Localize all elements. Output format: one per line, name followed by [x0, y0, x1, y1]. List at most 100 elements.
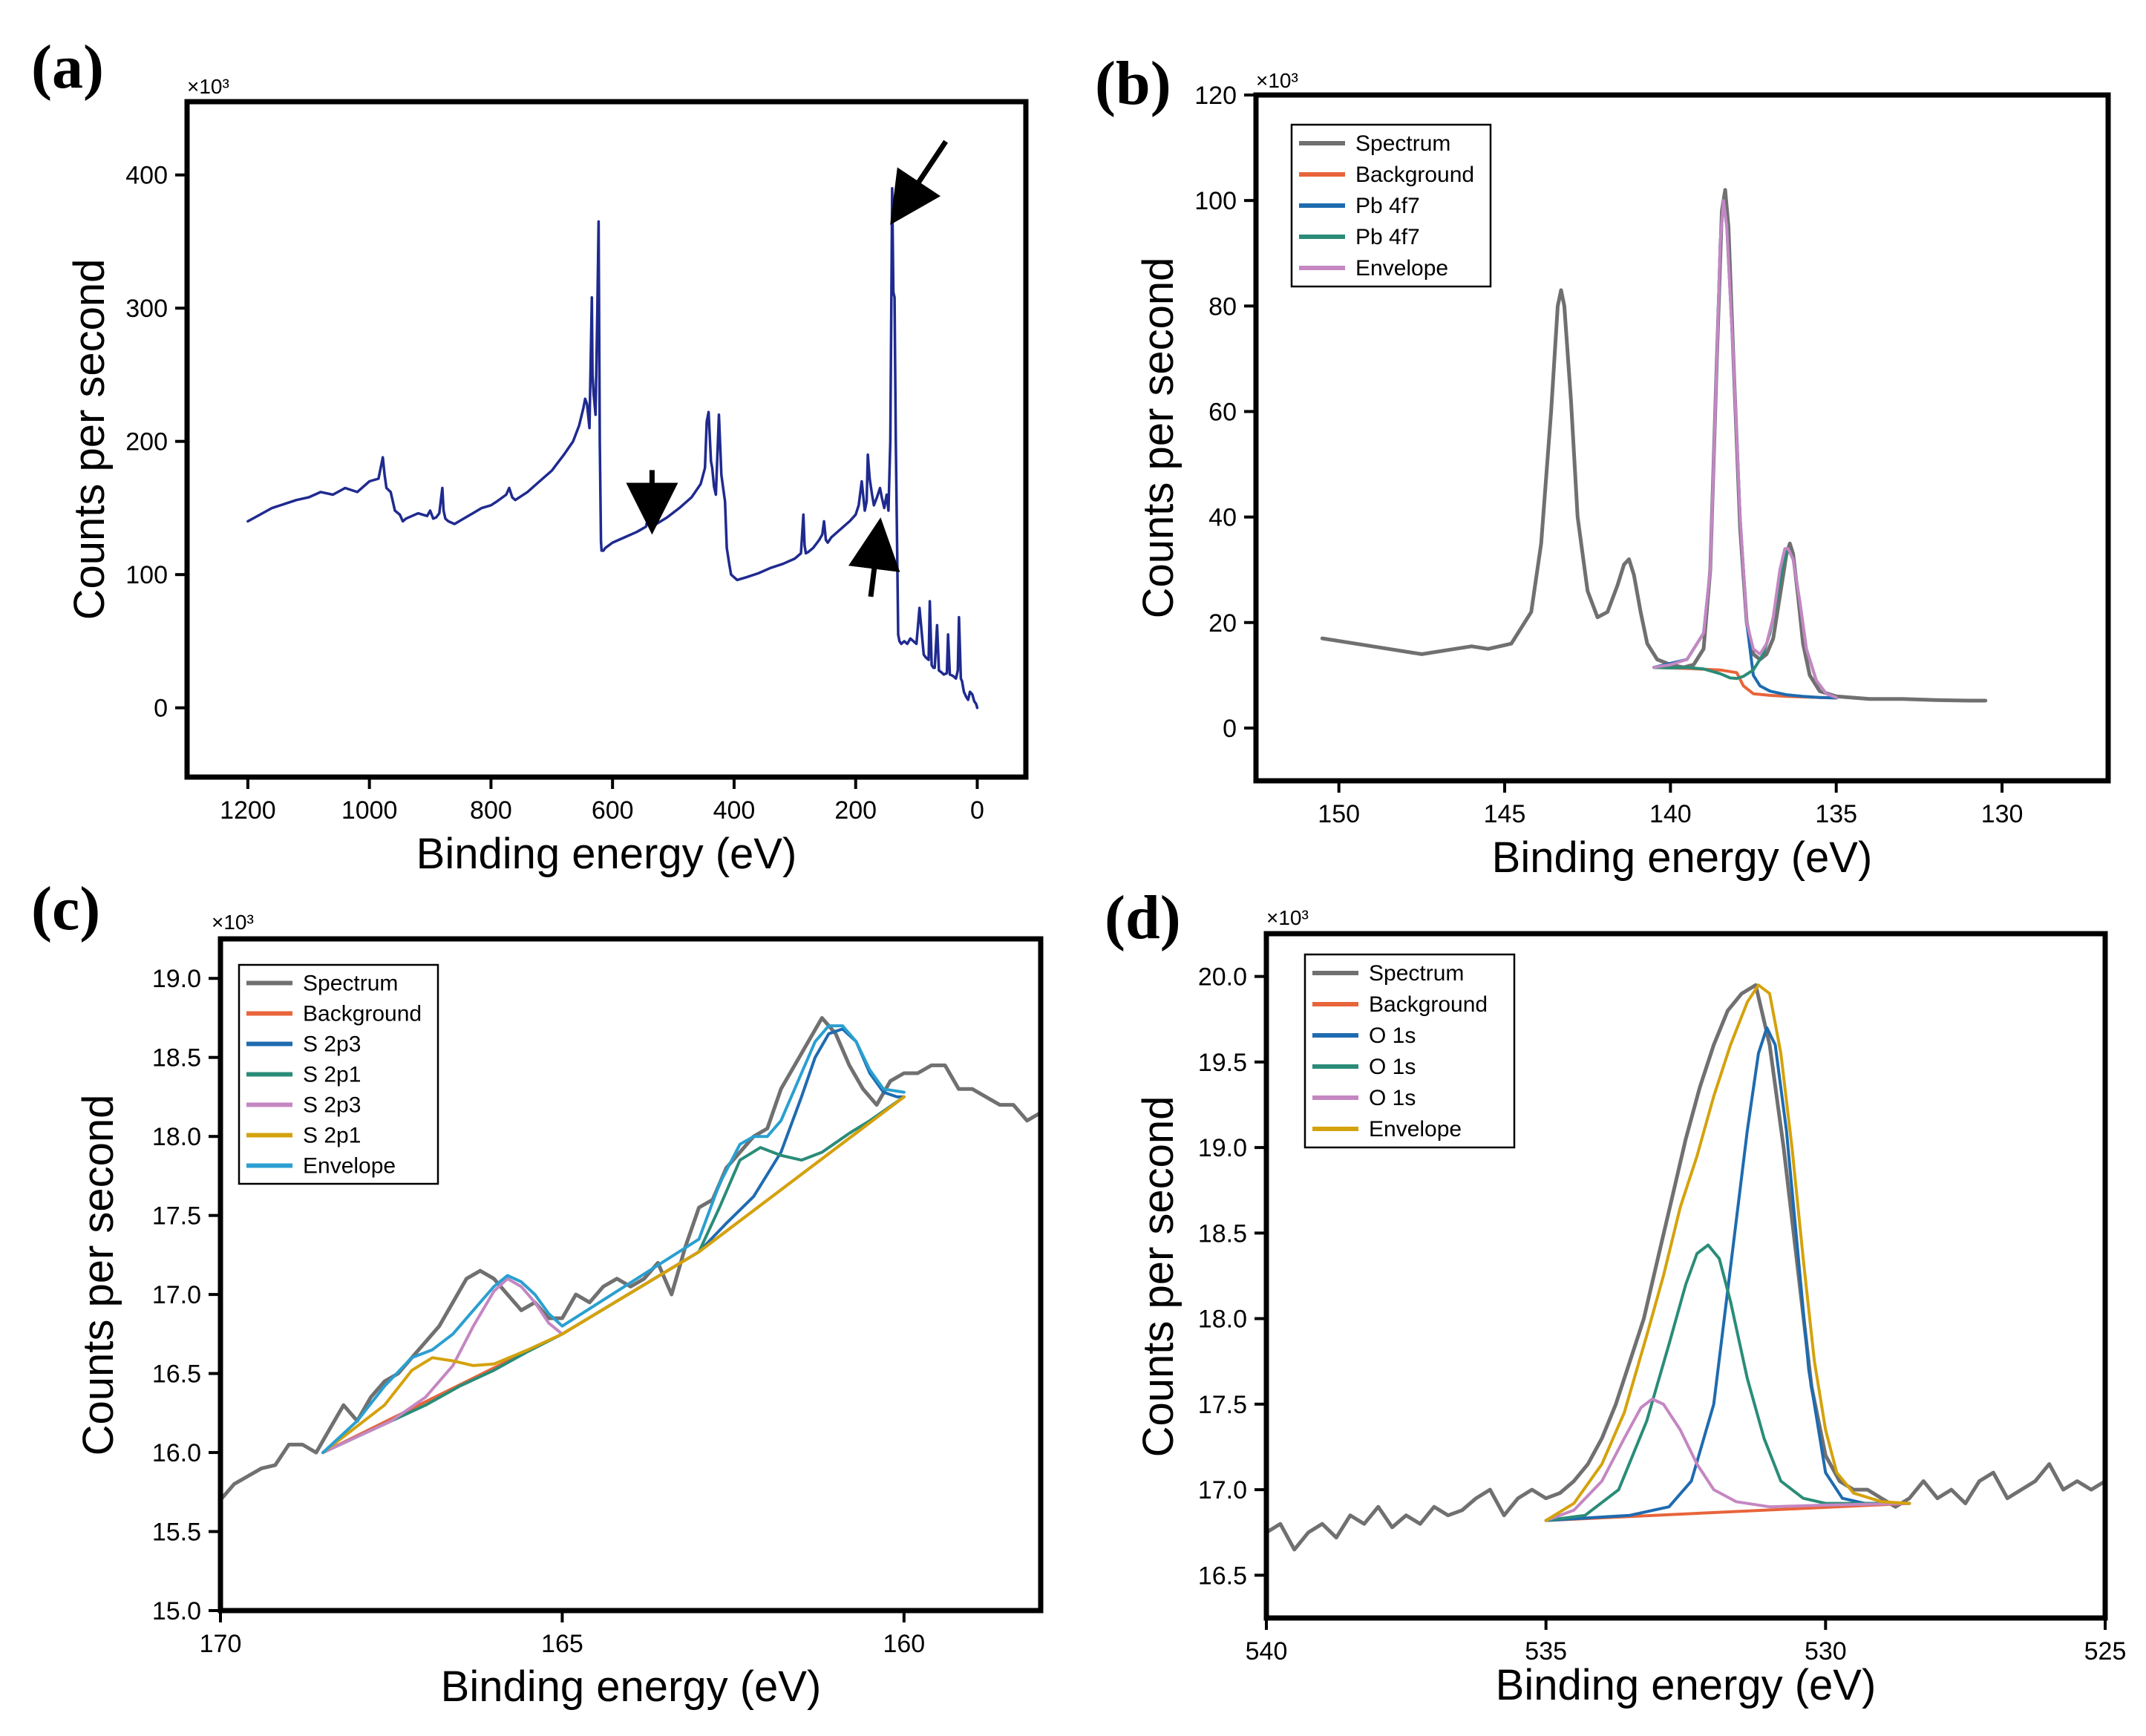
panel-d-legend-label: O 1s: [1369, 1023, 1416, 1048]
panel-b-y-tick-label: 100: [1194, 187, 1237, 215]
panel-a-y-tick-label: 300: [125, 295, 168, 323]
panel-c-series-6-envelope: [321, 1024, 906, 1455]
panel-d-y-tick-label: 17.5: [1198, 1391, 1247, 1419]
panel-d-y-axis-label: Counts per second: [1134, 1096, 1182, 1458]
panel-a-series-0-survey: [246, 186, 979, 710]
panel-b-y-tick-label: 60: [1208, 398, 1237, 426]
panel-c-letter: (c): [31, 874, 100, 943]
panel-b-x-tick-label: 140: [1649, 800, 1692, 828]
panel-c-y-tick-label: 18.0: [152, 1123, 201, 1151]
panel-c-series-2-s-2p3: [697, 1027, 906, 1254]
panel-d-x-tick-label: 535: [1525, 1637, 1567, 1665]
panel-d-x-tick-label: 525: [2084, 1637, 2127, 1665]
panel-d-x-tick-label: 530: [1805, 1637, 1847, 1665]
panel-b-pb4f-spectrum: (b) ×10³ Binding energy (eV) Counts per …: [1095, 49, 2111, 882]
panel-a-arrow-s-2p: [848, 517, 900, 597]
panel-b-x-tick-label: 135: [1815, 800, 1857, 828]
panel-a-x-tick-label: 1200: [220, 796, 276, 825]
panel-a-x-tick-label: 400: [713, 796, 756, 825]
panel-b-y-tick-label: 120: [1194, 82, 1237, 110]
panel-c-series-4-s-2p3: [321, 1277, 564, 1455]
panel-d-y-scale-label: ×10³: [1266, 906, 1309, 929]
panel-c-legend-label: S 2p3: [303, 1032, 361, 1057]
panel-d-legend: [1303, 953, 1516, 1149]
panel-c-y-axis-label: Counts per second: [74, 1095, 122, 1456]
panel-d-legend-label: O 1s: [1369, 1086, 1416, 1110]
panel-a-plot-frame: [184, 99, 1029, 780]
panel-d-series-3-o-1s: [1544, 1243, 1911, 1522]
panel-a-survey-spectrum: (a) ×10³ Binding energy (eV) Counts per …: [31, 33, 1029, 878]
panel-d-y-tick-label: 16.5: [1198, 1562, 1247, 1590]
panel-d-series-5-envelope: [1544, 983, 1911, 1522]
panel-b-x-axis-label: Binding energy (eV): [1492, 833, 1873, 882]
panel-c-s2p-spectrum: (c) ×10³ Binding energy (eV) Counts per …: [31, 874, 1044, 1711]
panel-a-y-tick-label: 400: [125, 162, 168, 190]
panel-a-x-tick-label: 800: [470, 796, 512, 825]
panel-d-y-tick-label: 19.5: [1198, 1049, 1247, 1077]
panel-c-legend-label: S 2p3: [303, 1093, 361, 1118]
panel-c-legend-label: Envelope: [303, 1154, 396, 1179]
panel-d-series-4-o-1s: [1544, 1398, 1911, 1522]
panel-c-series-5-s-2p1: [321, 1095, 906, 1455]
panel-b-y-tick-label: 40: [1208, 504, 1237, 532]
panel-d-o1s-spectrum: (d) ×10³ Binding energy (eV) Counts per …: [1105, 883, 2126, 1709]
panel-d-legend-label: Envelope: [1369, 1117, 1462, 1141]
panel-c-y-tick-label: 16.5: [152, 1360, 201, 1389]
panel-c-y-tick-label: 15.0: [152, 1597, 201, 1625]
panel-b-x-tick-label: 145: [1484, 800, 1526, 828]
panel-a-y-tick-label: 100: [125, 561, 168, 589]
panel-d-letter: (d): [1105, 883, 1181, 952]
panel-b-y-scale-label: ×10³: [1256, 69, 1298, 92]
panel-b-legend-label: Background: [1355, 163, 1474, 187]
panel-c-legend-label: Background: [303, 1002, 422, 1026]
panel-c-x-tick-label: 160: [883, 1630, 925, 1658]
panel-d-plot-frame: [1263, 931, 2108, 1621]
panel-b-y-tick-label: 80: [1208, 292, 1237, 321]
panel-c-y-tick-label: 17.0: [152, 1281, 201, 1309]
panel-c-legend-label: S 2p1: [303, 1063, 361, 1087]
panel-d-y-tick-label: 18.5: [1198, 1219, 1247, 1248]
panel-b-x-tick-label: 130: [1981, 800, 2024, 828]
panel-a-x-tick-label: 0: [970, 796, 984, 825]
panel-d-series-0-spectrum: [1264, 983, 2107, 1552]
panel-a-y-tick-label: 0: [154, 695, 168, 723]
panel-b-y-tick-label: 0: [1223, 715, 1237, 743]
panel-b-legend-label: Spectrum: [1355, 131, 1450, 156]
panel-c-y-tick-label: 15.5: [152, 1519, 201, 1547]
panel-c-x-tick-label: 170: [200, 1630, 242, 1658]
panel-c-y-tick-label: 16.0: [152, 1439, 201, 1467]
panel-d-legend-label: Spectrum: [1369, 961, 1464, 986]
panel-a-y-tick-label: 200: [125, 428, 168, 456]
panel-d-x-axis-label: Binding energy (eV): [1496, 1661, 1877, 1709]
panel-a-x-tick-label: 600: [592, 796, 634, 825]
panel-c-x-tick-label: 165: [541, 1630, 583, 1658]
panel-a-x-axis-label: Binding energy (eV): [416, 830, 797, 878]
panel-b-y-axis-label: Counts per second: [1134, 258, 1182, 619]
panel-d-series-2-o-1s: [1544, 1026, 1911, 1522]
panel-a-x-tick-label: 200: [834, 796, 877, 825]
panel-a-arrow-pb-4f: [890, 140, 949, 226]
panel-d-y-tick-label: 18.0: [1198, 1306, 1247, 1334]
panel-d-y-tick-label: 20.0: [1198, 963, 1247, 992]
panel-a-y-axis-label: Counts per second: [65, 259, 114, 620]
panel-b-plot-frame: [1253, 92, 2111, 784]
panel-b-letter: (b): [1095, 49, 1171, 118]
panel-b-legend-label: Envelope: [1355, 256, 1448, 281]
panel-c-x-axis-label: Binding energy (eV): [441, 1663, 822, 1711]
panel-a-letter: (a): [31, 33, 104, 102]
panel-d-legend-label: O 1s: [1369, 1055, 1416, 1079]
panel-a-x-tick-label: 1000: [341, 796, 398, 825]
panel-c-legend-label: Spectrum: [303, 972, 398, 996]
panel-b-x-tick-label: 150: [1318, 800, 1360, 828]
panel-c-plot-frame: [217, 936, 1044, 1614]
panel-b-legend-label: Pb 4f7: [1355, 225, 1420, 249]
panel-d-legend-label: Background: [1369, 992, 1488, 1017]
panel-c-legend-label: S 2p1: [303, 1124, 361, 1148]
panel-c-y-tick-label: 19.0: [152, 965, 201, 993]
panel-d-y-tick-label: 19.0: [1198, 1134, 1247, 1162]
panel-a-y-scale-label: ×10³: [187, 75, 229, 98]
panel-b-y-tick-label: 20: [1208, 609, 1237, 638]
panel-d-x-tick-label: 540: [1246, 1637, 1288, 1665]
panel-d-y-tick-label: 17.0: [1198, 1476, 1247, 1504]
